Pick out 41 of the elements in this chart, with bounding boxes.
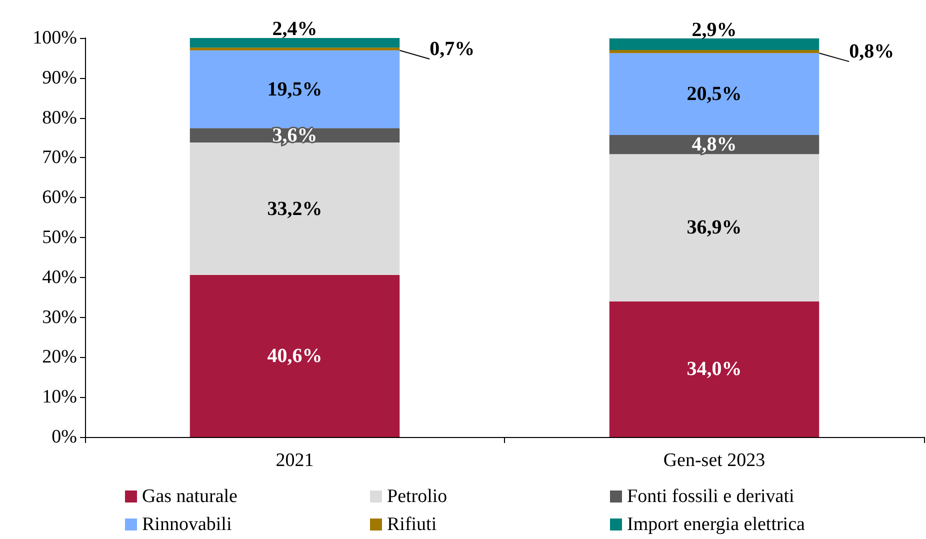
data-label: 34,0% [686,358,742,380]
legend-label: Rinnovabili [142,514,232,535]
y-tick-label: 40% [42,266,78,288]
data-label: 2,9% [692,19,737,42]
data-label: 0,8% [849,40,894,63]
bar [609,50,820,54]
y-tick-label: 70% [42,147,78,168]
x-tick-label: 2021 [276,450,314,471]
bar [190,48,400,50]
y-tick-label: 30% [42,306,78,328]
data-label: 20,5% [686,83,742,106]
y-tick-label: 100% [32,28,78,48]
bar [609,154,820,302]
y-tick-label: 0% [52,426,78,448]
y-tick-label: 90% [42,67,78,88]
legend-label: Petrolio [387,486,448,507]
bar [609,301,820,437]
legend-label: Fonti fossili e derivati [627,486,794,507]
legend-label: Import energia elettrica [627,514,806,535]
x-tick-label: Gen-set 2023 [663,450,766,471]
data-label: 4,8% [692,134,737,156]
data-label: 19,5% [267,78,322,100]
y-tick-label: 50% [42,227,78,248]
y-tick-label: 10% [42,386,78,408]
y-tick-label: 20% [42,346,78,368]
bar [609,53,820,135]
bar [190,142,400,276]
bar [190,275,400,437]
data-label: 33,2% [267,198,322,220]
bar [190,38,400,48]
legend-label: Rifiuti [387,514,437,535]
data-label: 36,9% [686,216,742,239]
data-label: 0,7% [430,38,475,60]
y-tick-label: 60% [42,187,78,208]
bar [190,50,400,128]
legend-label: Gas naturale [142,486,238,507]
y-tick-label: 80% [42,107,78,128]
data-label: 2,4% [272,18,318,40]
bar [609,38,820,50]
data-label: 40,6% [267,345,322,368]
data-label: 3,6% [272,124,318,146]
